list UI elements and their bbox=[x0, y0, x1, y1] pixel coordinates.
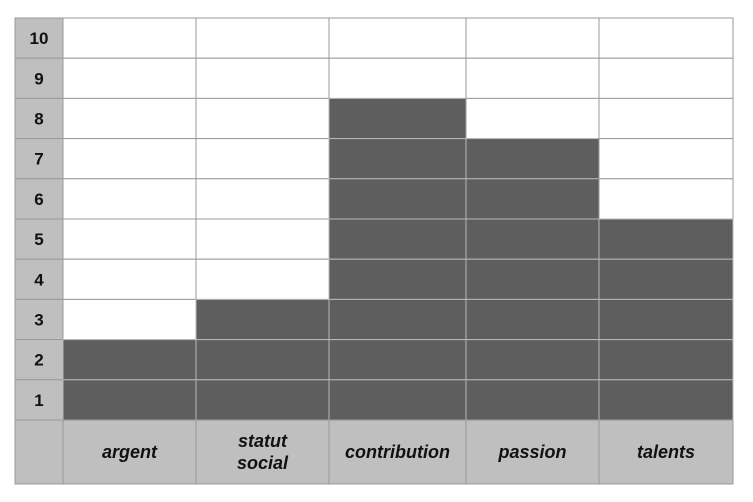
filled-cell bbox=[598, 379, 734, 421]
row-label: 3 bbox=[34, 311, 43, 330]
category-label-line: passion bbox=[497, 442, 566, 462]
empty-cell bbox=[598, 97, 734, 140]
row-label-cell bbox=[14, 298, 64, 341]
filled-cell bbox=[62, 379, 197, 421]
filled-cell bbox=[195, 298, 330, 341]
filled-cell bbox=[465, 218, 600, 260]
empty-cell bbox=[195, 178, 330, 220]
filled-cell bbox=[328, 138, 467, 180]
empty-cell bbox=[465, 17, 600, 59]
category-label-line: social bbox=[237, 453, 289, 473]
empty-cell bbox=[62, 258, 197, 300]
empty-cell bbox=[328, 57, 467, 99]
row-label-cell bbox=[14, 379, 64, 421]
category-label-line: argent bbox=[102, 442, 158, 462]
filled-cell bbox=[328, 218, 467, 260]
category-header-cell bbox=[195, 419, 330, 485]
row-label: 10 bbox=[30, 29, 49, 48]
category-label-line: statut bbox=[238, 431, 288, 451]
empty-cell bbox=[195, 138, 330, 180]
filled-cell bbox=[328, 97, 467, 140]
row-label: 1 bbox=[34, 391, 43, 410]
row-label: 6 bbox=[34, 190, 43, 209]
empty-cell bbox=[465, 57, 600, 99]
category-label: argent bbox=[102, 442, 158, 462]
category-label-line: talents bbox=[637, 442, 695, 462]
empty-cell bbox=[62, 57, 197, 99]
filled-cell bbox=[598, 298, 734, 341]
empty-cell bbox=[195, 218, 330, 260]
filled-cell bbox=[328, 379, 467, 421]
filled-cell bbox=[465, 298, 600, 341]
row-label: 9 bbox=[34, 69, 43, 88]
row-label: 2 bbox=[34, 351, 43, 370]
category-label: statut social bbox=[237, 431, 289, 473]
empty-cell bbox=[62, 17, 197, 59]
empty-cell bbox=[598, 57, 734, 99]
empty-cell bbox=[598, 178, 734, 220]
corner-cell bbox=[14, 419, 64, 485]
row-label: 4 bbox=[34, 270, 44, 289]
row-label-cell bbox=[14, 17, 64, 59]
row-label-cell bbox=[14, 57, 64, 99]
filled-cell bbox=[598, 339, 734, 381]
filled-cell bbox=[62, 339, 197, 381]
filled-cell bbox=[328, 298, 467, 341]
row-label-cell bbox=[14, 218, 64, 260]
empty-cell bbox=[62, 138, 197, 180]
filled-cell bbox=[465, 339, 600, 381]
empty-cell bbox=[598, 138, 734, 180]
category-header-cell bbox=[328, 419, 467, 485]
empty-cell bbox=[195, 57, 330, 99]
filled-cell bbox=[195, 339, 330, 381]
filled-cell bbox=[465, 178, 600, 220]
empty-cell bbox=[328, 17, 467, 59]
category-label: passion bbox=[497, 442, 566, 462]
filled-cell bbox=[195, 379, 330, 421]
empty-cell bbox=[62, 218, 197, 260]
empty-cell bbox=[62, 178, 197, 220]
category-labels: argent statut social contribution passion tal… bbox=[102, 431, 695, 473]
filled-cell bbox=[598, 218, 734, 260]
filled-cell bbox=[465, 379, 600, 421]
category-label: contribution bbox=[345, 442, 450, 462]
filled-cell bbox=[465, 258, 600, 300]
category-header-cell bbox=[465, 419, 600, 485]
category-header-cell bbox=[598, 419, 734, 485]
filled-cell bbox=[598, 258, 734, 300]
row-labels: 10 9 8 7 6 5 4 3 2 1 bbox=[30, 29, 49, 410]
row-label: 8 bbox=[34, 110, 43, 129]
empty-cell bbox=[195, 258, 330, 300]
empty-cell bbox=[195, 17, 330, 59]
grid-cells bbox=[14, 17, 734, 485]
category-label-line: contribution bbox=[345, 442, 450, 462]
empty-cell bbox=[62, 298, 197, 341]
row-label: 7 bbox=[34, 150, 43, 169]
filled-cell bbox=[328, 178, 467, 220]
empty-cell bbox=[598, 17, 734, 59]
empty-cell bbox=[465, 97, 600, 140]
row-label: 5 bbox=[34, 230, 43, 249]
filled-cell bbox=[465, 138, 600, 180]
category-label: talents bbox=[637, 442, 695, 462]
empty-cell bbox=[62, 97, 197, 140]
empty-cell bbox=[195, 97, 330, 140]
filled-cell bbox=[328, 339, 467, 381]
filled-cell bbox=[328, 258, 467, 300]
